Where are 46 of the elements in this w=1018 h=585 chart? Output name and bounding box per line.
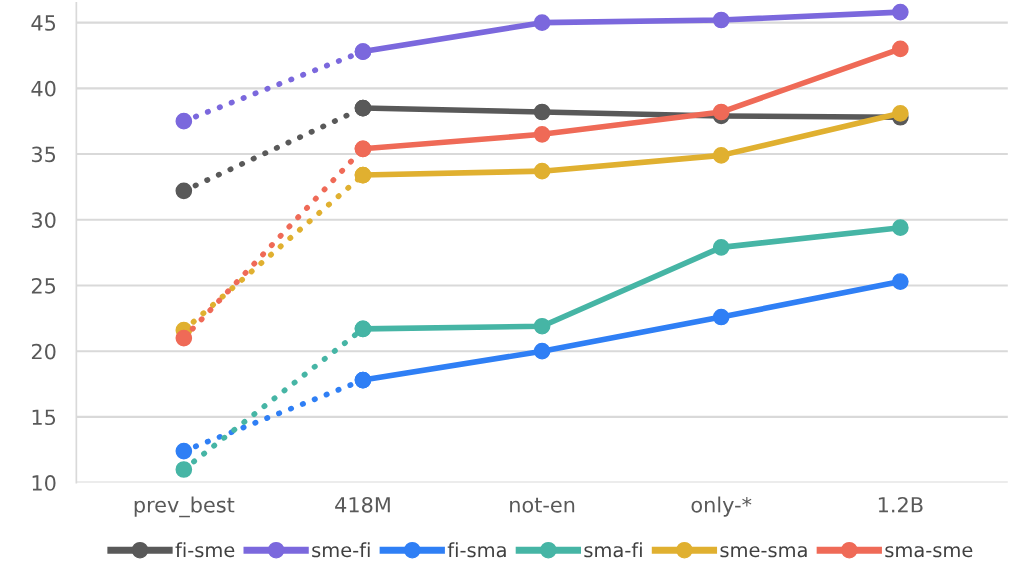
y-tick-label: 45 [31,15,56,31]
point [533,162,551,180]
point [712,147,730,164]
legend-label: sme-fi [312,542,370,558]
point [712,239,730,256]
point [892,3,909,21]
point [354,140,372,158]
legend-label: sma-fi [584,542,642,558]
point [175,461,193,478]
point [354,166,372,184]
point [175,329,193,347]
point [712,11,730,29]
y-tick-label: 40 [31,80,56,97]
point [354,320,372,338]
y-tick-label: 20 [31,343,56,360]
point [533,14,551,31]
point [354,371,372,389]
y-tick-label: 30 [31,212,56,228]
x-tick-label: prev_best [134,496,235,518]
x-tick-label: not-en [510,497,575,513]
point [175,112,193,130]
point [354,99,372,117]
point [892,104,909,122]
point [892,273,909,290]
x-tick-label: 1.2B [878,496,923,513]
point [533,342,551,360]
y-tick-label: 10 [32,475,56,491]
y-tick-label: 15 [32,409,56,426]
point [892,40,909,58]
legend-label: sme-sma [720,546,807,558]
point [712,308,730,326]
legend-label: fi-sme [175,542,235,558]
x-tick-label: 418M [335,496,390,513]
point [533,126,551,143]
point [175,442,193,460]
legend-label: fi-sma [447,542,506,558]
point [892,219,909,236]
y-tick-label: 25 [31,277,56,294]
point [533,317,551,335]
x-tick-label: only-* [691,496,752,517]
point [354,43,372,60]
point [712,103,730,121]
point [175,182,193,200]
legend-label: sma-sme [885,546,973,558]
y-tick-label: 35 [31,146,56,163]
point [533,103,551,121]
